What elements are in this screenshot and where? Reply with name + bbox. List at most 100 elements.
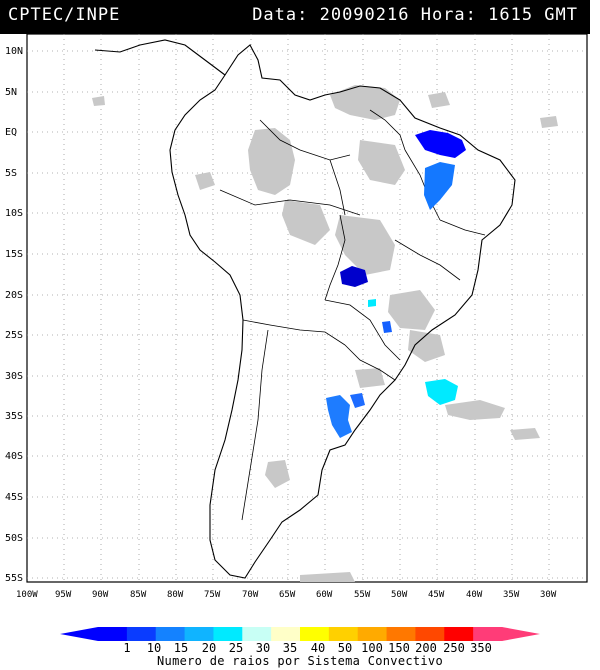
header-datetime: Data: 20090216 Hora: 1615 GMT [252, 5, 578, 25]
cloud-patch [540, 116, 558, 128]
colorbar-level-label: 250 [443, 641, 465, 655]
lon-label: 90W [92, 590, 109, 600]
lat-label: 45S [5, 492, 23, 503]
cloud-patch [195, 172, 215, 190]
cloud-patch [428, 92, 450, 108]
lightning-cell [424, 162, 455, 210]
cloud-patch [330, 85, 400, 120]
colorbar-labels: 1 10 15 20 25 30 35 40 50 100 150 200 25… [123, 641, 491, 655]
cloud-patch [335, 215, 395, 275]
lon-label: 65W [279, 590, 296, 600]
lightning-cell [326, 395, 352, 438]
cloud-patch [358, 140, 405, 185]
border-line [344, 344, 396, 381]
colorbar-level-label: 1 [123, 641, 130, 655]
colorbar-swatch [386, 627, 416, 641]
colorbar-title: Numero de raios por Sistema Convectivo [157, 654, 443, 668]
lightning-cell [350, 393, 365, 408]
border-line [394, 239, 461, 281]
colorbar-swatch [328, 627, 359, 641]
lightning-cell [382, 321, 392, 333]
colorbar-level-label: 30 [256, 641, 270, 655]
latitude-labels: 10N 5N EQ 5S 10S 15S 20S 25S 30S 35S 40S… [5, 46, 23, 584]
lat-label: EQ [5, 127, 17, 138]
border-line [439, 219, 486, 236]
lon-label: 85W [130, 590, 147, 600]
lat-label: 30S [5, 371, 23, 382]
colorbar-swatch [155, 627, 186, 641]
cloud-patch [248, 128, 295, 195]
colorbar-level-label: 35 [283, 641, 297, 655]
colorbar-swatch [213, 627, 243, 641]
colorbar-swatch [98, 627, 128, 641]
lon-label: 50W [391, 590, 408, 600]
colorbar-arrow-left [60, 627, 98, 641]
cloud-patch [92, 96, 105, 106]
lon-label: 40W [466, 590, 483, 600]
colorbar-swatch [473, 627, 503, 641]
colorbar-level-label: 10 [147, 641, 161, 655]
colorbar-swatch [126, 627, 157, 641]
colorbar-swatch [357, 627, 388, 641]
colorbar-arrow-right [502, 627, 540, 641]
border-line [241, 329, 269, 521]
colorbar-swatch [242, 627, 272, 641]
lightning-cell [425, 379, 458, 405]
lon-label: 70W [242, 590, 259, 600]
cloud-patch [355, 368, 385, 388]
cloud-patch [408, 330, 445, 362]
lat-label: 50S [5, 533, 23, 544]
lon-label: 55W [354, 590, 371, 600]
lat-label: 40S [5, 451, 23, 462]
lon-label: 95W [55, 590, 72, 600]
colorbar-level-label: 50 [338, 641, 352, 655]
colorbar-level-label: 150 [388, 641, 410, 655]
lat-label: 20S [5, 290, 23, 301]
lon-label: 45W [428, 590, 445, 600]
longitude-labels: 100W 95W 90W 85W 80W 75W 70W 65W 60W 55W… [16, 590, 557, 600]
border-line [219, 189, 361, 216]
cloud-cover [92, 85, 558, 582]
colorbar-level-label: 100 [361, 641, 383, 655]
border-line [242, 319, 346, 346]
lightning-cell [368, 299, 376, 307]
lat-label: 55S [5, 573, 23, 584]
colorbar-level-label: 25 [229, 641, 243, 655]
lat-label: 10S [5, 208, 23, 219]
cloud-patch [388, 290, 435, 330]
colorbar-swatch [271, 627, 301, 641]
lon-label: 30W [540, 590, 557, 600]
map-header: CPTEC/INPE Data: 20090216 Hora: 1615 GMT [0, 0, 590, 34]
cloud-patch [445, 400, 505, 420]
lon-label: 75W [204, 590, 221, 600]
cloud-patch [300, 572, 355, 582]
colorbar-swatch [184, 627, 214, 641]
colorbar-swatch [415, 627, 445, 641]
country-borders [219, 109, 486, 521]
border-line [324, 299, 401, 361]
border-line [329, 159, 346, 216]
lon-label: 100W [16, 590, 38, 600]
colorbar-level-label: 40 [311, 641, 325, 655]
lat-label: 5S [5, 168, 17, 179]
header-org: CPTEC/INPE [8, 5, 121, 25]
colorbar-level-label: 15 [174, 641, 188, 655]
colorbar-level-label: 20 [202, 641, 216, 655]
lat-label: 10N [5, 46, 23, 57]
cloud-patch [265, 460, 290, 488]
map-frame [26, 33, 588, 583]
lightning-cell [415, 130, 466, 158]
colorbar-swatch [444, 627, 474, 641]
lat-label: 35S [5, 411, 23, 422]
cloud-patch [510, 428, 540, 440]
colorbar: 1 10 15 20 25 30 35 40 50 100 150 200 25… [60, 627, 540, 655]
colorbar-swatches [98, 627, 503, 641]
border-line [324, 214, 346, 301]
central-america-coast [94, 39, 226, 76]
lat-label: 5N [5, 87, 17, 98]
lightning-cell [340, 266, 368, 287]
convective-systems [326, 130, 466, 438]
border-line [259, 119, 351, 161]
border-line [369, 109, 406, 151]
